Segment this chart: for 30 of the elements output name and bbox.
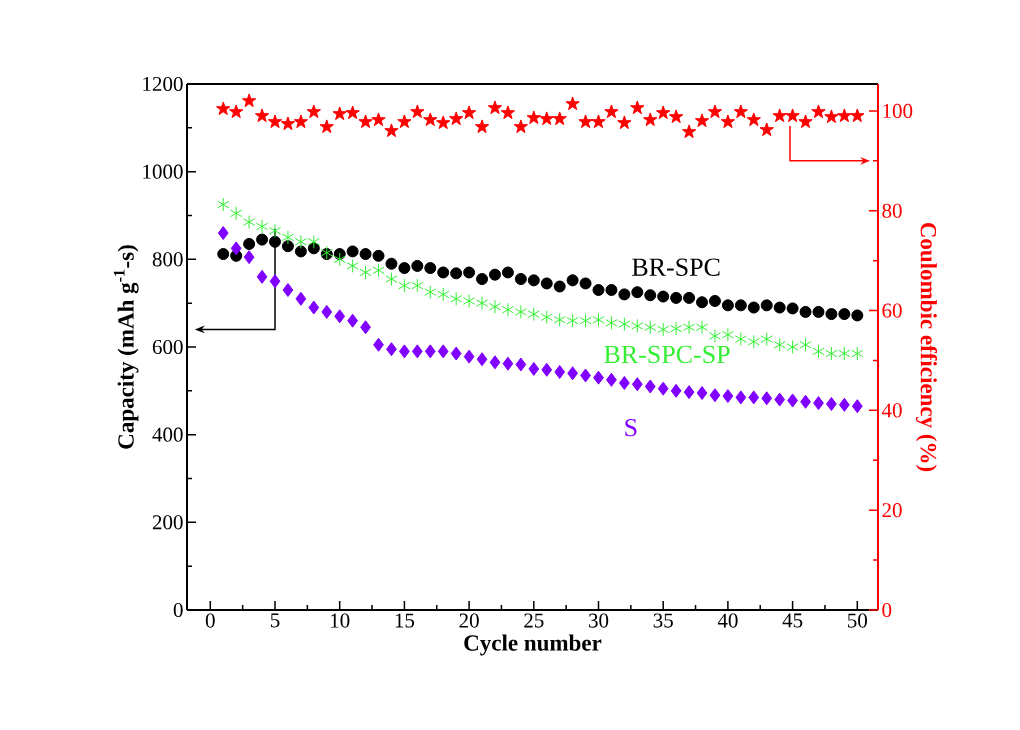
x-tick-label: 20 (459, 613, 479, 628)
x-tick-label: 0 (205, 613, 215, 628)
x-tick-label: 25 (524, 613, 544, 628)
y2-tick-label: 100 (883, 103, 913, 119)
y-tick-label: 1200 (143, 76, 183, 92)
series-label: BR-SPC-SP (604, 345, 730, 364)
x-tick-label: 40 (717, 613, 738, 628)
y2-tick-label: 0 (882, 602, 892, 618)
y2-axis-title: Coulombic efficiency (%) (915, 222, 938, 472)
y-axis-title: Capacity (mAh g$^{-1}$-s) (113, 245, 139, 449)
y2-tick-label: 80 (882, 203, 902, 218)
y-tick-label: 400 (152, 427, 183, 442)
y-tick-label: 0 (173, 602, 183, 618)
x-tick-label: 50 (848, 613, 868, 628)
x-tick-label: 15 (395, 613, 415, 628)
y-tick-label: 200 (152, 515, 183, 530)
y2-tick-label: 60 (882, 303, 902, 318)
series-label: BR-SPC (632, 258, 720, 276)
y-tick-label: 1000 (143, 164, 183, 179)
x-tick-label: 30 (589, 613, 609, 628)
x-axis-title: Cycle number (464, 634, 602, 656)
x-tick-label: 45 (782, 613, 803, 628)
series-label: S (625, 418, 637, 437)
x-tick-label: 10 (331, 613, 350, 628)
y-tick-label: 600 (152, 339, 183, 355)
x-tick-label: 5 (270, 613, 280, 628)
y2-tick-label: 20 (882, 503, 902, 518)
y2-tick-label: 40 (881, 403, 902, 418)
x-tick-label: 35 (653, 613, 673, 628)
y-tick-label: 800 (152, 252, 183, 267)
